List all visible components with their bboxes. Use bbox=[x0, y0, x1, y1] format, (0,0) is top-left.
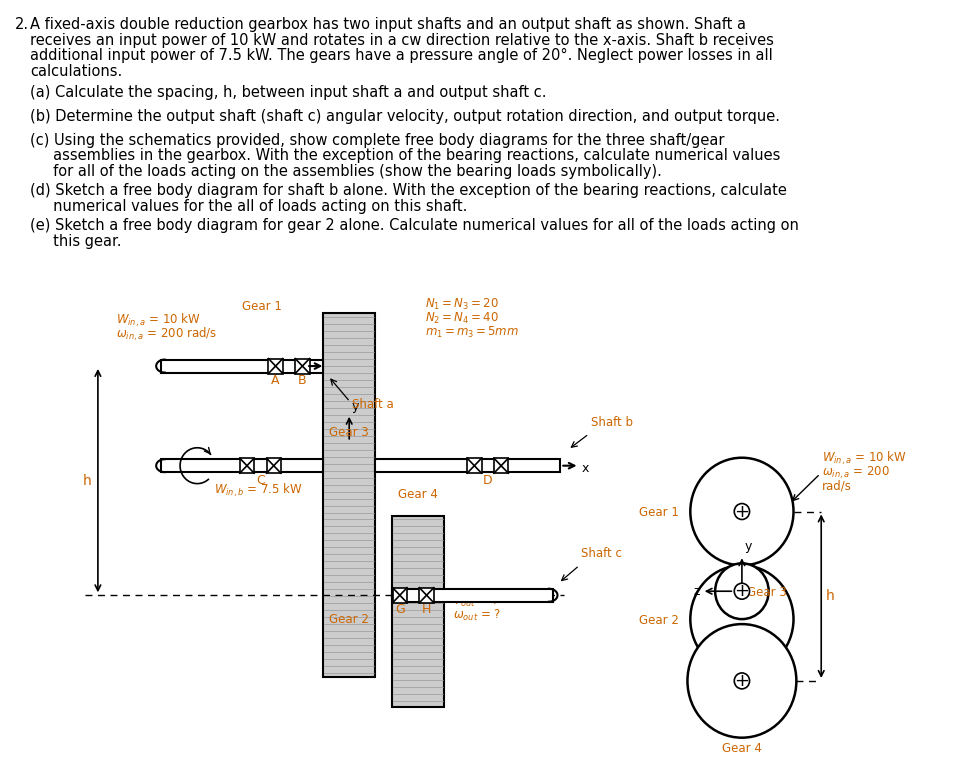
Circle shape bbox=[734, 673, 749, 689]
Text: z: z bbox=[693, 585, 699, 598]
Text: +: + bbox=[734, 502, 749, 521]
Text: y: y bbox=[744, 540, 751, 553]
Text: Gear 1: Gear 1 bbox=[242, 300, 282, 313]
Text: $W_{in,a}$ = 10 kW: $W_{in,a}$ = 10 kW bbox=[116, 312, 201, 329]
Circle shape bbox=[714, 563, 767, 619]
Text: (a) Calculate the spacing, h, between input shaft a and output shaft c.: (a) Calculate the spacing, h, between in… bbox=[30, 85, 546, 100]
Bar bbox=[419, 587, 433, 603]
Circle shape bbox=[687, 624, 796, 738]
Bar bbox=[295, 359, 309, 373]
Text: $\omega_{out}$ = ?: $\omega_{out}$ = ? bbox=[453, 608, 501, 623]
Text: Shaft b: Shaft b bbox=[590, 416, 633, 429]
Bar bbox=[392, 587, 407, 603]
Text: +: + bbox=[734, 582, 749, 600]
Text: Gear 2: Gear 2 bbox=[639, 614, 678, 627]
Text: rad/s: rad/s bbox=[822, 480, 851, 492]
Text: this gear.: this gear. bbox=[30, 233, 121, 249]
Circle shape bbox=[734, 504, 749, 520]
Text: h: h bbox=[826, 589, 834, 603]
Bar bbox=[391, 515, 444, 707]
Text: Gear 4: Gear 4 bbox=[397, 488, 437, 501]
Text: (c) Using the schematics provided, show complete free body diagrams for the thre: (c) Using the schematics provided, show … bbox=[30, 133, 724, 148]
Text: $N_2 = N_4 = 40$: $N_2 = N_4 = 40$ bbox=[424, 311, 498, 326]
Text: +: + bbox=[734, 672, 749, 690]
Text: $W_{in,b}$ = 7.5 kW: $W_{in,b}$ = 7.5 kW bbox=[213, 481, 302, 499]
Bar bbox=[239, 458, 254, 473]
Text: additional input power of 7.5 kW. The gears have a pressure angle of 20°. Neglec: additional input power of 7.5 kW. The ge… bbox=[30, 48, 772, 63]
Bar bbox=[375, 459, 560, 472]
Text: $m_1 = m_3 = 5mm$: $m_1 = m_3 = 5mm$ bbox=[424, 325, 518, 340]
Bar bbox=[391, 589, 552, 602]
Text: Gear 1: Gear 1 bbox=[639, 506, 678, 520]
Text: $\omega_{in,a}$ = 200: $\omega_{in,a}$ = 200 bbox=[822, 464, 890, 481]
Text: calculations.: calculations. bbox=[30, 64, 122, 79]
Text: A: A bbox=[271, 374, 280, 387]
Bar bbox=[266, 458, 281, 473]
Text: h: h bbox=[82, 473, 91, 488]
Text: $T_{out}$ = ?: $T_{out}$ = ? bbox=[453, 594, 498, 610]
Text: $N_1 = N_3 = 20$: $N_1 = N_3 = 20$ bbox=[424, 297, 498, 312]
Text: numerical values for the all of loads acting on this shaft.: numerical values for the all of loads ac… bbox=[30, 198, 467, 214]
Text: A fixed-axis double reduction gearbox has two input shafts and an output shaft a: A fixed-axis double reduction gearbox ha… bbox=[30, 17, 745, 33]
Text: Gear 2: Gear 2 bbox=[328, 613, 369, 626]
Circle shape bbox=[690, 458, 793, 565]
Text: assemblies in the gearbox. With the exception of the bearing reactions, calculat: assemblies in the gearbox. With the exce… bbox=[30, 148, 780, 163]
Text: Gear 3: Gear 3 bbox=[329, 426, 368, 439]
Text: G: G bbox=[394, 603, 404, 616]
Text: (e) Sketch a free body diagram for gear 2 alone. Calculate numerical values for : (e) Sketch a free body diagram for gear … bbox=[30, 218, 798, 233]
Bar bbox=[268, 359, 283, 373]
Text: y: y bbox=[352, 400, 359, 413]
Bar bbox=[467, 458, 481, 473]
Text: Shaft c: Shaft c bbox=[580, 547, 622, 560]
Text: B: B bbox=[297, 374, 306, 387]
Text: D: D bbox=[483, 473, 492, 486]
Text: x: x bbox=[580, 462, 588, 475]
Text: (b) Determine the output shaft (shaft c) angular velocity, output rotation direc: (b) Determine the output shaft (shaft c)… bbox=[30, 109, 779, 124]
Bar bbox=[161, 459, 323, 472]
Text: receives an input power of 10 kW and rotates in a cw direction relative to the x: receives an input power of 10 kW and rot… bbox=[30, 33, 773, 48]
Text: Gear 4: Gear 4 bbox=[721, 742, 761, 755]
Circle shape bbox=[690, 565, 793, 673]
Text: 2.: 2. bbox=[15, 17, 29, 33]
Text: H: H bbox=[422, 603, 431, 616]
Bar bbox=[323, 313, 375, 677]
Text: Shaft a: Shaft a bbox=[352, 398, 393, 411]
Text: for all of the loads acting on the assemblies (show the bearing loads symbolical: for all of the loads acting on the assem… bbox=[30, 164, 661, 179]
Bar bbox=[493, 458, 508, 473]
Bar bbox=[161, 359, 323, 372]
Circle shape bbox=[734, 583, 749, 599]
Text: $W_{in,a}$ = 10 kW: $W_{in,a}$ = 10 kW bbox=[822, 449, 906, 467]
Text: (d) Sketch a free body diagram for shaft b alone. With the exception of the bear: (d) Sketch a free body diagram for shaft… bbox=[30, 183, 786, 198]
Text: C: C bbox=[256, 473, 265, 486]
Text: $\omega_{in,a}$ = 200 rad/s: $\omega_{in,a}$ = 200 rad/s bbox=[116, 326, 217, 344]
Text: Gear 3: Gear 3 bbox=[746, 586, 786, 599]
